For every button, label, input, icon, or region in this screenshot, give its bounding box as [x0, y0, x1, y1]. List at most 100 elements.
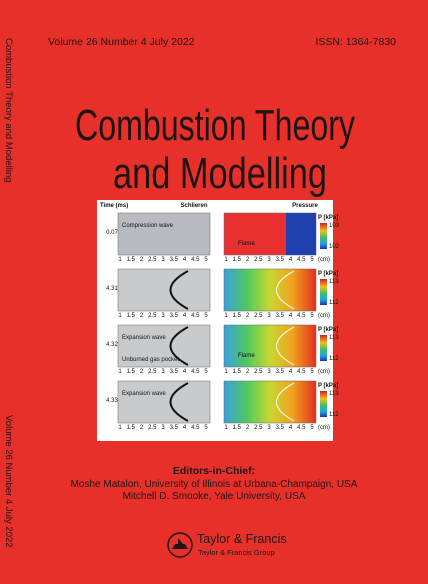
axis-tick: 2 — [246, 313, 250, 319]
axis-tick: 1.5 — [233, 425, 242, 431]
axis-tick: 4.5 — [191, 257, 200, 263]
axis-tick: 3.5 — [170, 425, 179, 431]
axis-tick: 3.5 — [276, 313, 285, 319]
axis-tick: 5 — [204, 313, 208, 319]
axis-tick: 1.5 — [233, 257, 242, 263]
axis-tick: 5 — [310, 425, 314, 431]
row-time: 4.31 — [106, 286, 118, 292]
axis-tick: 3 — [267, 257, 271, 263]
editors-heading: Editors-in-Chief: — [173, 465, 255, 477]
axis-tick: 2 — [246, 425, 250, 431]
axis-unit: (cm) — [318, 369, 330, 375]
colorbar — [320, 335, 327, 361]
publisher-logo: Taylor & Francis Taylor & Francis Group — [167, 532, 287, 558]
colorbar — [320, 391, 327, 417]
axis-tick: 5 — [204, 257, 208, 263]
flame-front — [169, 382, 189, 422]
axis-tick: 2 — [140, 313, 144, 319]
axis-tick: 3.5 — [276, 425, 285, 431]
row-time: 0.07 — [106, 230, 118, 236]
axis-tick: 4 — [183, 369, 187, 375]
axis-tick: 5 — [310, 257, 314, 263]
axis-tick: 2.5 — [254, 425, 263, 431]
axis-tick: 1 — [224, 425, 228, 431]
axis-tick: 5 — [310, 369, 314, 375]
editor: Mitchell D. Smooke, Yale University, USA — [123, 491, 306, 502]
axis-tick: 2 — [246, 369, 250, 375]
axis-tick: 5 — [204, 425, 208, 431]
axis-tick: 4 — [289, 313, 293, 319]
axis-tick: 4.5 — [297, 425, 306, 431]
colorbar — [320, 279, 327, 305]
colorbar-label: P [kPa] — [318, 327, 338, 333]
axis-tick: 2.5 — [148, 313, 157, 319]
axis-tick: 5 — [310, 313, 314, 319]
axis-tick: 1 — [118, 369, 122, 375]
issn: ISSN: 1364-7830 — [315, 36, 396, 48]
annotation: Flame — [238, 353, 255, 359]
axis-tick: 4 — [289, 425, 293, 431]
axis-tick: 3 — [267, 369, 271, 375]
colorbar-label: P [kPa] — [318, 215, 338, 221]
spine-title: Combustion Theory and Modelling — [3, 38, 14, 183]
axis-tick: 2.5 — [148, 369, 157, 375]
colorbar-max: 103 — [329, 223, 340, 229]
title-line: and Modelling — [113, 149, 327, 198]
axis-tick: 3 — [161, 425, 165, 431]
annotation: Unburned gas pocket — [122, 357, 179, 363]
issue: Volume 26 Number 4 July 2022 — [48, 36, 195, 48]
publisher-group: Taylor & Francis Group — [198, 548, 275, 557]
axis-tick: 2 — [140, 425, 144, 431]
axis-tick: 4.5 — [191, 369, 200, 375]
flame-front — [169, 326, 189, 366]
annotation: Expansion wave — [122, 335, 166, 341]
axis-tick: 2.5 — [148, 257, 157, 263]
spine-issue: Volume 26 Number 4 July 2022 — [3, 415, 14, 548]
title-line: Combustion Theory — [75, 101, 355, 150]
axis-tick: 2 — [246, 257, 250, 263]
axis-tick: 4.5 — [191, 425, 200, 431]
axis-tick: 2.5 — [254, 369, 263, 375]
axis-tick: 2.5 — [148, 425, 157, 431]
axis-unit: (cm) — [318, 257, 330, 263]
pressure-panel — [223, 380, 317, 424]
pressure-region — [286, 213, 316, 255]
axis-tick: 1.5 — [233, 313, 242, 319]
pressure-panel — [223, 324, 317, 368]
axis-tick: 3 — [161, 257, 165, 263]
axis-tick: 2.5 — [254, 257, 263, 263]
publisher-name: Taylor & Francis — [197, 532, 287, 546]
axis-tick: 1 — [118, 257, 122, 263]
colorbar-min: 112 — [329, 356, 339, 362]
axis-tick: 4 — [183, 257, 187, 263]
schlieren-panel — [117, 212, 211, 256]
flame-front — [276, 382, 295, 422]
axis-tick: 3 — [267, 425, 271, 431]
colorbar — [320, 223, 327, 249]
axis-tick: 1.5 — [127, 257, 136, 263]
axis-tick: 4 — [289, 257, 293, 263]
axis-unit: (cm) — [318, 313, 330, 319]
colorbar-min: 102 — [329, 244, 340, 250]
annotation: Flame — [238, 241, 255, 247]
axis-tick: 3.5 — [170, 369, 179, 375]
axis-tick: 1.5 — [127, 313, 136, 319]
colorbar-max: 113 — [329, 335, 339, 341]
axis-tick: 4 — [183, 425, 187, 431]
axis-tick: 5 — [204, 369, 208, 375]
axis-tick: 4.5 — [297, 369, 306, 375]
row-time: 4.32 — [106, 342, 118, 348]
axis-tick: 1 — [118, 425, 122, 431]
axis-tick: 3 — [161, 369, 165, 375]
colorbar-max: 113 — [329, 391, 339, 397]
schlieren-panel — [117, 380, 211, 424]
logo-lamp — [172, 538, 188, 549]
axis-tick: 3.5 — [276, 257, 285, 263]
axis-tick: 1 — [224, 257, 228, 263]
flame-front — [169, 270, 189, 310]
axis-tick: 4.5 — [297, 313, 306, 319]
annotation: Compression wave — [122, 223, 174, 229]
axis-tick: 4.5 — [297, 257, 306, 263]
